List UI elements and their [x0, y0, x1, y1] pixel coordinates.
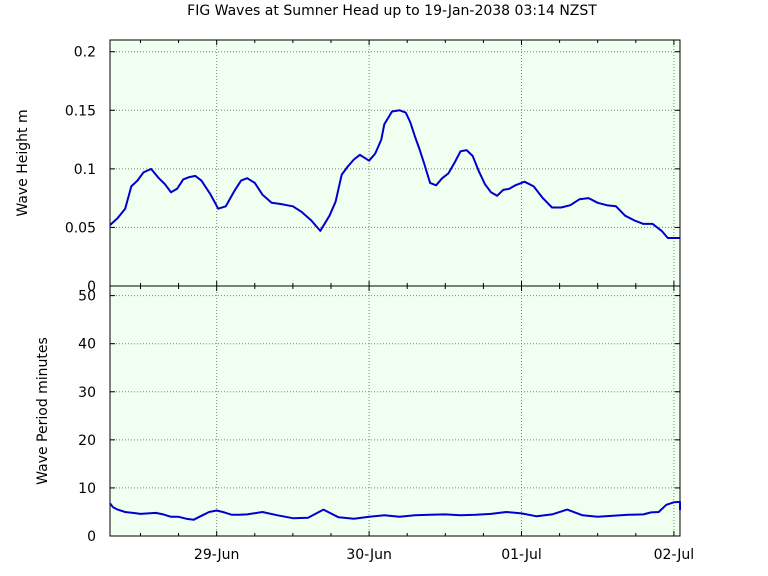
x-tick-label: 29-Jun	[194, 547, 240, 563]
x-tick-label: 01-Jul	[501, 547, 542, 563]
plot-area-0	[110, 40, 680, 286]
y-tick-label: 0.05	[65, 220, 96, 236]
y-tick-label: 0	[87, 279, 96, 295]
y-tick-label: 20	[78, 433, 96, 449]
y-tick-label: 0.2	[74, 45, 96, 61]
y-tick-label: 0.1	[74, 162, 96, 178]
y-tick-label: 0	[87, 529, 96, 545]
chart-title: FIG Waves at Sumner Head up to 19-Jan-20…	[187, 3, 597, 19]
y-tick-label: 50	[78, 289, 96, 305]
y-axis-label: Wave Period minutes	[35, 337, 51, 485]
y-tick-label: 0.15	[65, 103, 96, 119]
plot-frame-1	[109, 285, 681, 537]
series-line-0-0	[109, 109, 680, 239]
y-axis-label: Wave Height m	[15, 109, 31, 216]
x-tick-label: 02-Jul	[654, 547, 695, 563]
y-tick-label: 40	[78, 337, 96, 353]
y-tick-label: 30	[78, 385, 96, 401]
y-tick-label: 10	[78, 481, 96, 497]
x-tick-label: 30-Jun	[346, 547, 392, 563]
series-line-1-0	[109, 500, 681, 521]
plot-area-1	[110, 286, 680, 536]
